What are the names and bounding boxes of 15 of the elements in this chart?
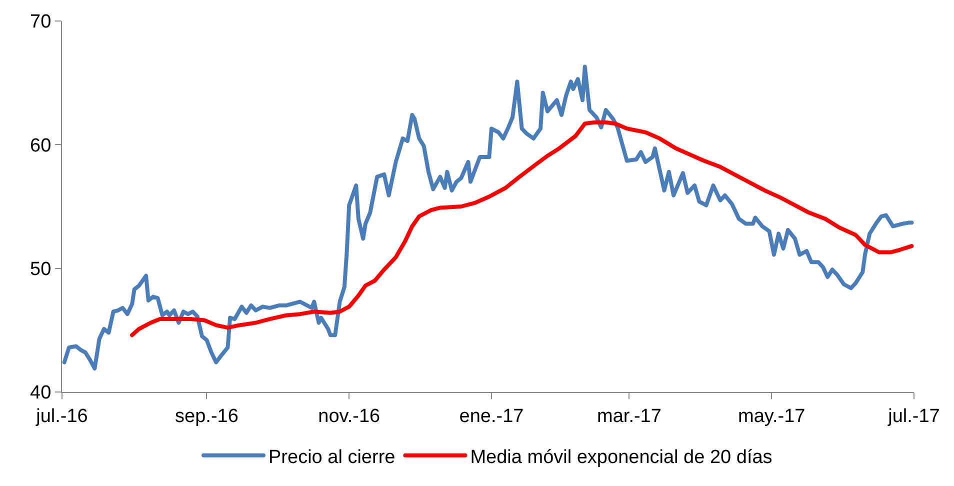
line-series	[62, 64, 914, 370]
legend-label: Media móvil exponencial de 20 días	[470, 446, 772, 468]
y-tick-label: 70	[30, 12, 52, 33]
y-tick-label: 50	[30, 258, 52, 280]
x-tick-label: mar.-17	[597, 406, 662, 427]
x-tick-label: sep.-16	[175, 406, 238, 427]
y-tick-label: 40	[30, 382, 52, 404]
legend-label: Precio al cierre	[268, 446, 396, 468]
line-series	[130, 120, 914, 338]
x-tick-label: ene.-17	[459, 406, 524, 427]
y-tick-label: 60	[30, 135, 52, 156]
x-tick-label: may.-17	[738, 406, 806, 427]
x-tick-label: nov.-16	[318, 406, 380, 427]
x-tick-label: jul.-16	[35, 406, 88, 427]
x-tick-label: jul.-17	[887, 406, 940, 427]
